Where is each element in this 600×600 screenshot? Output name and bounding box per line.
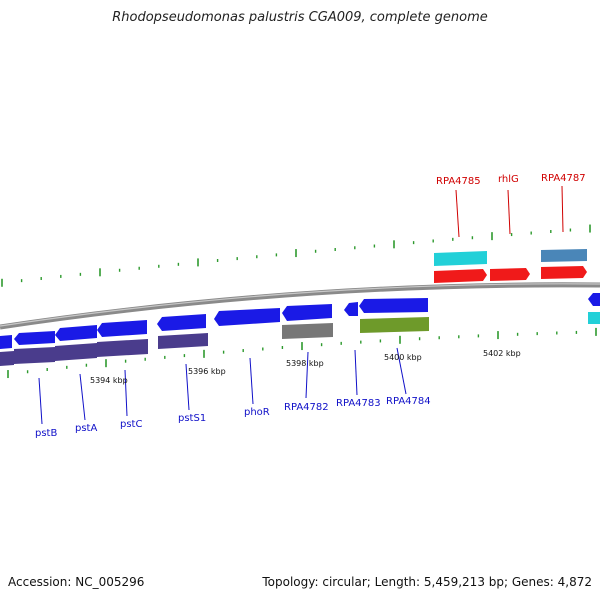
scale-label-5398: 5398 kbp [286, 359, 324, 368]
gene-rpa4787-cds[interactable] [541, 249, 587, 262]
gene-psts1-cds[interactable] [158, 333, 208, 349]
reverse-genes [0, 293, 600, 366]
label-psta[interactable]: pstA [75, 423, 97, 434]
gene-phor[interactable] [214, 308, 280, 326]
gene-edge-rev-cds[interactable] [0, 351, 14, 366]
accession-text: Accession: NC_005296 [8, 575, 145, 589]
genome-title: Rhodopseudomonas palustris CGA009, compl… [112, 10, 488, 25]
scale-label-5400: 5400 kbp [384, 353, 422, 362]
forward-genes [434, 249, 600, 324]
gene-pstc[interactable] [97, 320, 147, 337]
scale-labels: 5394 kbp 5396 kbp 5398 kbp 5400 kbp 5402… [90, 349, 521, 385]
gene-pstc-cds[interactable] [97, 339, 148, 357]
gene-psta-cds[interactable] [55, 343, 97, 361]
label-phor[interactable]: phoR [244, 407, 270, 418]
scale-label-5394: 5394 kbp [90, 376, 128, 385]
inner-tick-ring [7, 327, 597, 379]
label-rpa4783[interactable]: RPA4783 [336, 398, 381, 409]
outer-tick-ring [1, 224, 591, 287]
gene-edge-fwd-cds[interactable] [588, 312, 600, 324]
label-rhlg[interactable]: rhlG [498, 174, 519, 185]
scale-label-5402: 5402 kbp [483, 349, 521, 358]
label-pstb[interactable]: pstB [35, 428, 57, 439]
gene-pstb[interactable] [14, 331, 55, 345]
scale-label-5396: 5396 kbp [188, 367, 226, 376]
gene-pstb-cds[interactable] [14, 347, 55, 364]
gene-rhlg[interactable] [490, 268, 530, 281]
gene-edge-rev[interactable] [0, 335, 12, 349]
reverse-gene-labels: pstB pstA pstC pstS1 phoR RPA4782 RPA478… [35, 396, 431, 439]
genome-backbone [0, 282, 600, 330]
genome-backbone-highlight [0, 283, 600, 327]
genome-summary-text: Topology: circular; Length: 5,459,213 bp… [262, 575, 592, 589]
label-rpa4787[interactable]: RPA4787 [541, 173, 586, 184]
label-rpa4784[interactable]: RPA4784 [386, 396, 431, 407]
gene-rpa4785-cds[interactable] [434, 251, 487, 266]
gene-rpa4783[interactable] [344, 302, 358, 316]
label-pstc[interactable]: pstC [120, 419, 142, 430]
gene-psts1[interactable] [157, 314, 206, 331]
gene-edge-rev-right[interactable] [588, 293, 600, 306]
forward-gene-labels: RPA4785 rhlG RPA4787 [436, 173, 586, 187]
label-rpa4785[interactable]: RPA4785 [436, 176, 481, 187]
gene-rpa4787[interactable] [541, 266, 587, 279]
label-psts1[interactable]: pstS1 [178, 413, 206, 424]
gene-rpa4784[interactable] [359, 298, 428, 313]
gene-rpa4784-cds[interactable] [360, 317, 429, 333]
gene-rpa4782[interactable] [282, 304, 332, 321]
label-rpa4782[interactable]: RPA4782 [284, 402, 329, 413]
gene-rpa4785[interactable] [434, 269, 487, 283]
label-leaders [38, 185, 564, 425]
gene-psta[interactable] [55, 325, 97, 341]
gene-rpa4782-cds[interactable] [282, 323, 333, 339]
